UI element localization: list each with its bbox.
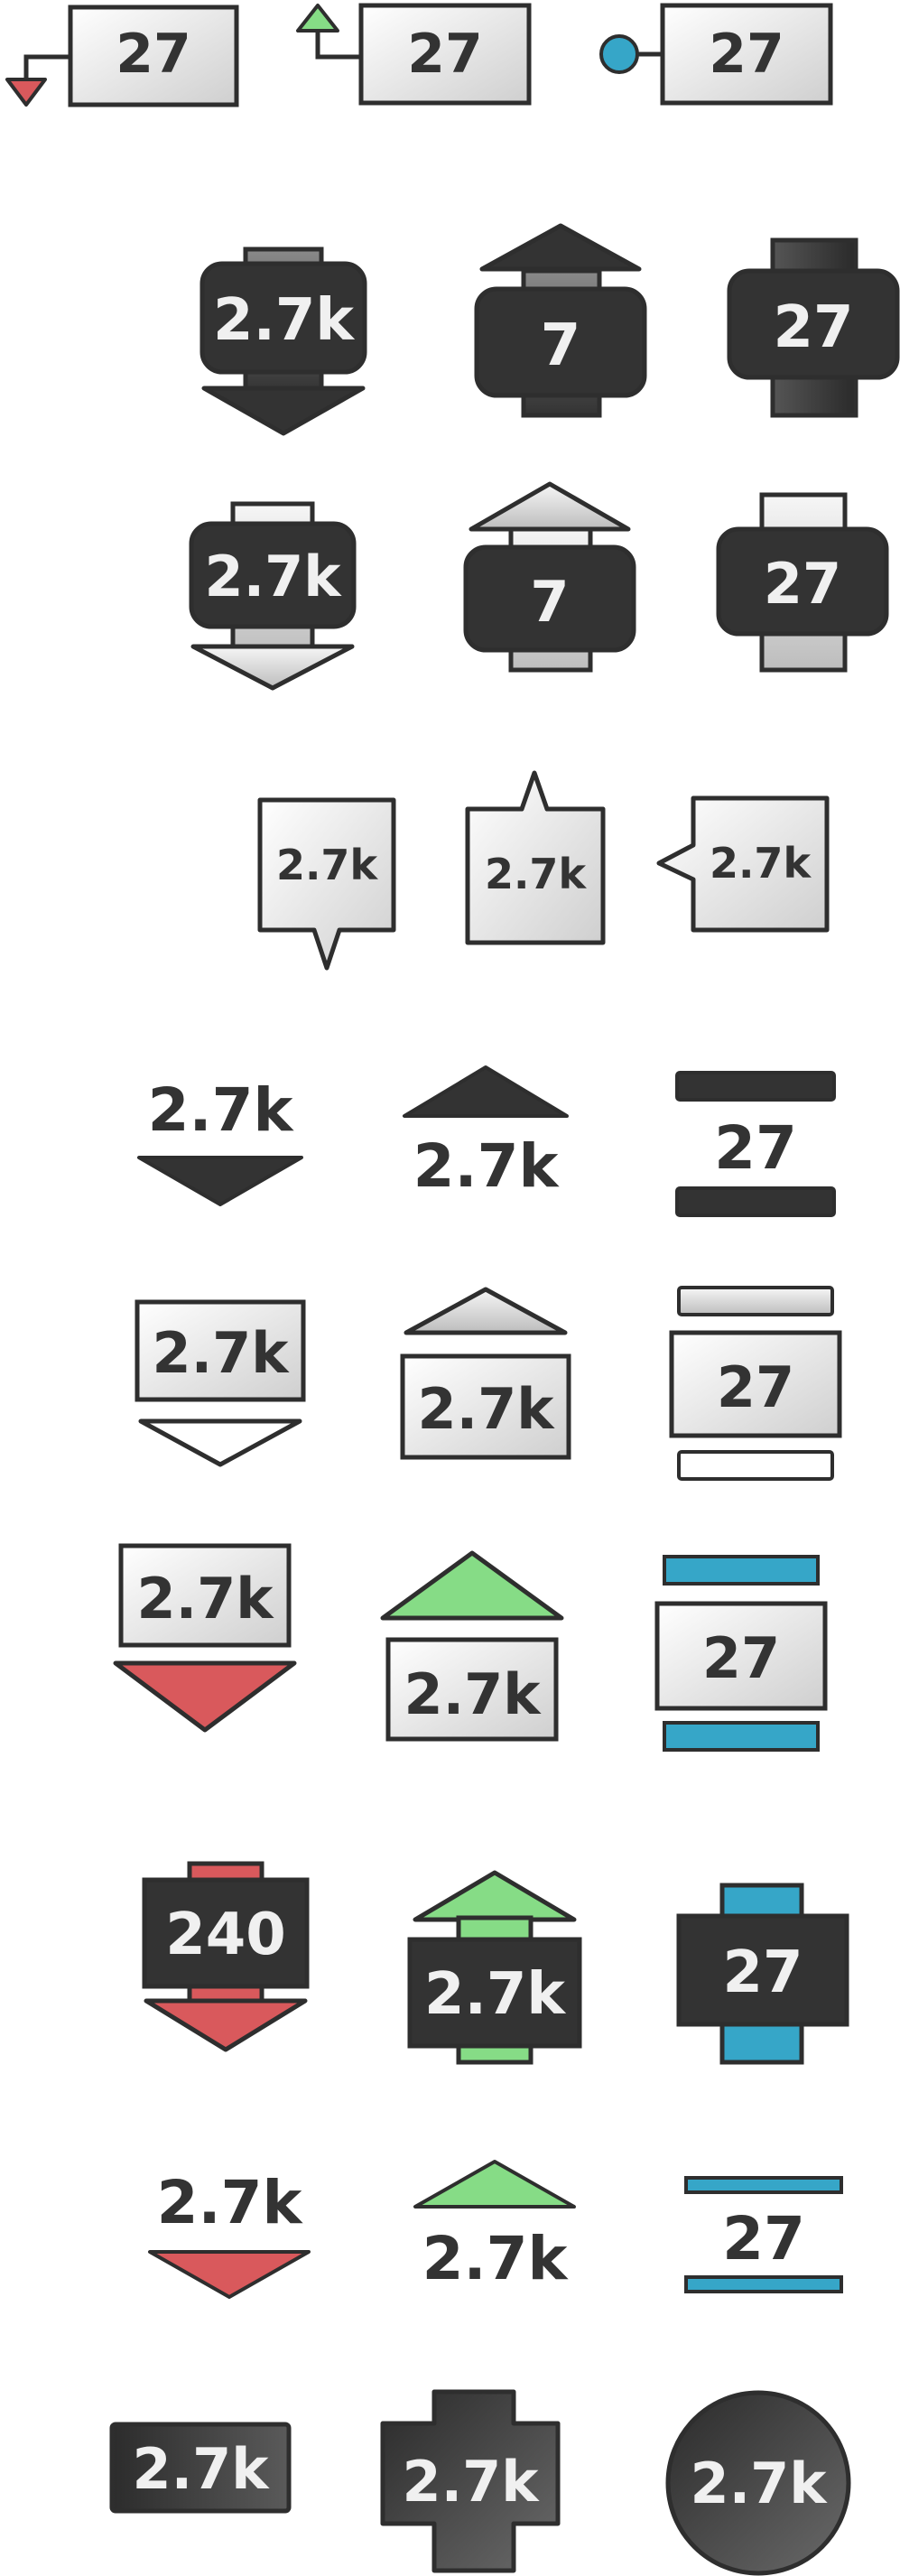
up-triangle-icon bbox=[296, 4, 339, 33]
badge-value: 7 bbox=[530, 569, 569, 635]
badge-value: 27 bbox=[722, 2204, 805, 2274]
badge-value: 2.7k bbox=[710, 839, 812, 888]
dark-badge-light-arrow-up: 7 bbox=[463, 481, 636, 673]
dark-badge-arrow-up-green: 2.7k bbox=[407, 1870, 582, 2065]
plain-marker-up-green: 2.7k bbox=[413, 2160, 576, 2293]
dark-badge-light-neutral: 27 bbox=[716, 492, 889, 673]
bubble-badge-pointer-down: 2.7k bbox=[257, 797, 396, 971]
badge-value: 2.7k bbox=[417, 1376, 555, 1442]
plain-marker-neutral-blue: 27 bbox=[684, 2176, 843, 2293]
up-triangle-icon bbox=[413, 2160, 576, 2209]
badge-value: 2.7k bbox=[157, 2168, 304, 2237]
badge-value: 27 bbox=[773, 294, 853, 361]
badge-value: 2.7k bbox=[422, 2224, 570, 2293]
badge-value: 2.7k bbox=[485, 850, 587, 898]
down-triangle-icon bbox=[138, 1418, 302, 1467]
plain-marker-down: 2.7k bbox=[137, 1075, 303, 1206]
callout-badge-dot-blue: 27 bbox=[599, 3, 833, 106]
badge-value: 2.7k bbox=[402, 2449, 540, 2515]
up-arrow-icon bbox=[479, 223, 642, 272]
boxed-badge-neutral: 27 bbox=[669, 1286, 842, 1481]
badge-value: 2.7k bbox=[424, 1961, 566, 2028]
up-arrow-icon bbox=[413, 1870, 577, 1922]
down-arrow-icon bbox=[144, 1998, 308, 2052]
badge-value: 27 bbox=[709, 23, 784, 86]
down-triangle-icon bbox=[137, 1156, 303, 1206]
bubble-badge-pointer-up: 2.7k bbox=[465, 770, 606, 945]
badge-value: 2.7k bbox=[276, 841, 378, 889]
boxed-badge-up-green: 2.7k bbox=[380, 1550, 564, 1742]
dark-badge-neutral: 27 bbox=[727, 237, 900, 418]
badge-value: 2.7k bbox=[136, 1566, 274, 1632]
plain-marker-down-red: 2.7k bbox=[148, 2168, 311, 2299]
badge-value: 240 bbox=[165, 1902, 286, 1968]
badge-value: 2.7k bbox=[413, 1131, 561, 1201]
boxed-badge-neutral-blue: 27 bbox=[654, 1555, 828, 1752]
up-triangle-icon bbox=[404, 1287, 568, 1335]
up-triangle-icon bbox=[380, 1550, 564, 1621]
boxed-badge-down: 2.7k bbox=[135, 1299, 306, 1467]
callout-badge-up-green: 27 bbox=[296, 3, 532, 106]
bottom-bar bbox=[684, 2275, 843, 2293]
callout-badge-down-red: 27 bbox=[5, 5, 239, 107]
bubble-badge-pointer-left: 2.7k bbox=[656, 795, 830, 933]
badge-value: 2.7k bbox=[404, 1661, 542, 1727]
badge-value: 27 bbox=[717, 1354, 794, 1420]
badge-value: 27 bbox=[722, 1939, 803, 2006]
dot-icon bbox=[599, 34, 639, 74]
badge-value: 2.7k bbox=[132, 2436, 270, 2502]
badge-value: 2.7k bbox=[204, 544, 342, 609]
badge-value: 27 bbox=[764, 551, 841, 617]
dark-badge-arrow-up: 7 bbox=[474, 223, 647, 418]
plain-marker-neutral: 27 bbox=[675, 1071, 836, 1217]
down-triangle-icon bbox=[148, 2250, 311, 2299]
badge-value: 7 bbox=[541, 312, 581, 379]
bottom-bar bbox=[663, 1721, 820, 1752]
boxed-badge-up: 2.7k bbox=[400, 1287, 571, 1460]
dark-badge-arrow-down: 2.7k bbox=[199, 246, 367, 436]
top-bar bbox=[677, 1286, 834, 1316]
badge-value: 2.7k bbox=[148, 1075, 295, 1145]
plain-marker-up: 2.7k bbox=[403, 1065, 569, 1201]
dark-badge-neutral-blue: 27 bbox=[676, 1883, 849, 2065]
badge-value: 27 bbox=[714, 1113, 797, 1183]
top-bar bbox=[684, 2176, 843, 2194]
top-bar bbox=[663, 1555, 820, 1586]
badge-value: 2.7k bbox=[213, 287, 355, 354]
down-arrow-icon bbox=[190, 644, 355, 691]
up-arrow-icon bbox=[469, 481, 631, 532]
boxed-badge-down-red: 2.7k bbox=[113, 1543, 297, 1733]
dark-solid-rect-badge: 2.7k bbox=[109, 2422, 292, 2514]
up-triangle-icon bbox=[403, 1065, 569, 1118]
dark-badge-arrow-down-red: 240 bbox=[142, 1861, 310, 2052]
bottom-bar bbox=[675, 1186, 836, 1217]
down-triangle-icon bbox=[113, 1660, 297, 1733]
dark-solid-cross-badge: 2.7k bbox=[380, 2389, 561, 2573]
dark-badge-light-arrow-down: 2.7k bbox=[189, 501, 357, 691]
badge-value: 2.7k bbox=[152, 1320, 290, 1386]
dark-solid-circle-badge: 2.7k bbox=[665, 2390, 851, 2576]
down-arrow-icon bbox=[201, 386, 366, 436]
badge-value: 27 bbox=[116, 23, 191, 86]
badge-value: 27 bbox=[407, 23, 483, 86]
bottom-bar bbox=[677, 1450, 834, 1481]
badge-value: 2.7k bbox=[690, 2450, 828, 2516]
down-triangle-icon bbox=[5, 78, 47, 107]
badge-value: 27 bbox=[702, 1625, 780, 1691]
top-bar bbox=[675, 1071, 836, 1102]
